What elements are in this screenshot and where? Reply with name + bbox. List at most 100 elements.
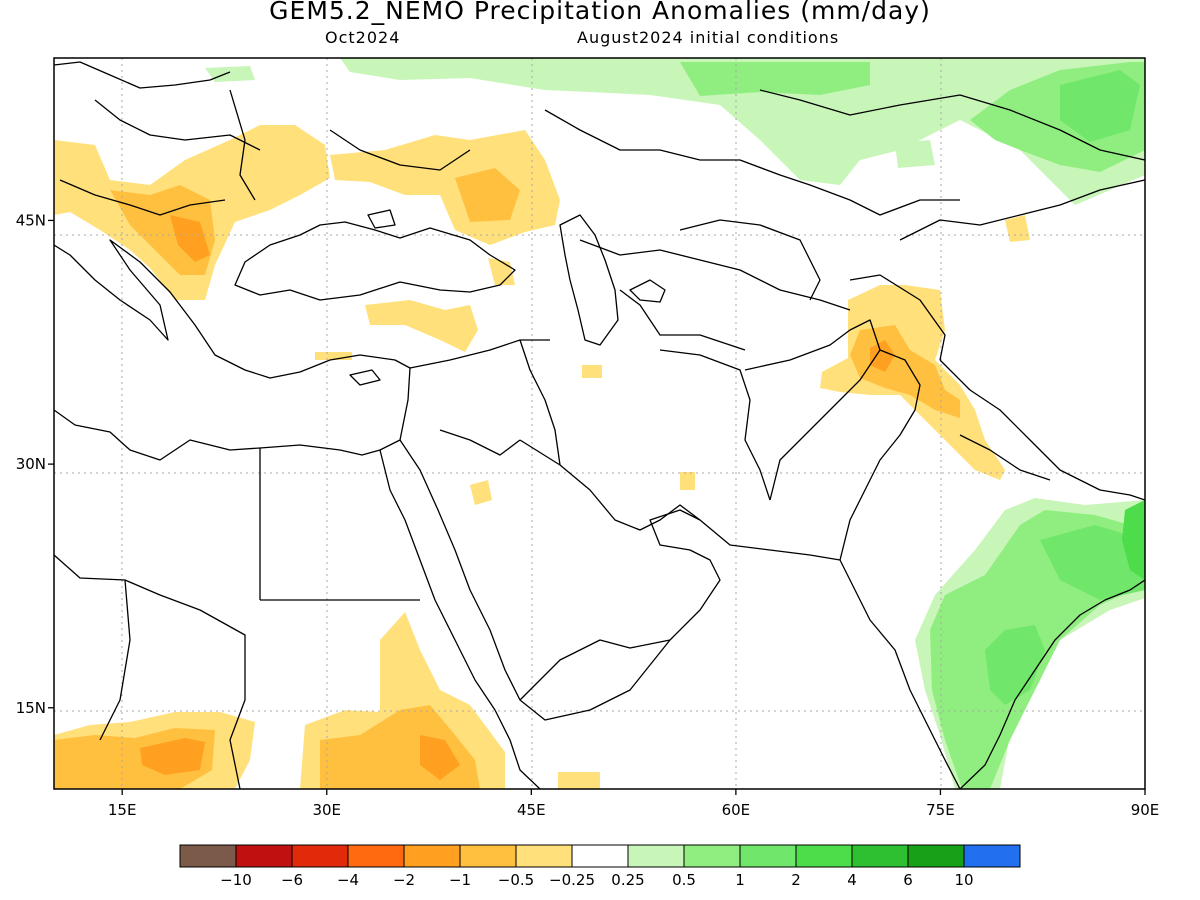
colorbar-label: 1 <box>735 871 745 889</box>
color-legend: −10 −6 −4 −2 −1 −0.5 −0.25 0.25 0.5 1 2 4 6 10 <box>179 844 1021 889</box>
colorbar-label: −4 <box>337 871 359 889</box>
colorbar-swatch <box>347 844 405 868</box>
border-mongolia-russia <box>759 89 1145 161</box>
border-iraq-iran <box>519 339 561 466</box>
border-kazakhstan-south <box>579 239 851 311</box>
border-saudi-north <box>439 429 521 456</box>
colorbar-label: 6 <box>903 871 913 889</box>
colorbar-swatch <box>907 844 965 868</box>
lon-tick-label: 30E <box>312 801 341 819</box>
map-gridlines <box>54 58 1145 789</box>
colorbar-label: 0.25 <box>611 871 644 889</box>
dry-anomaly-balkans-core <box>170 215 210 262</box>
colorbar-swatch <box>515 844 573 868</box>
colorbar-swatch <box>235 844 293 868</box>
lon-tick-label: 75E <box>926 801 955 819</box>
colorbar-label: −0.5 <box>498 871 534 889</box>
coastline-persian-gulf <box>519 439 961 789</box>
border-central-asia-1 <box>679 219 821 301</box>
wet-anomaly-mongolia-core <box>1060 70 1140 142</box>
wet-anomaly-west <box>205 66 255 82</box>
colorbar-swatch <box>795 844 853 868</box>
coastline-red-sea-east <box>399 439 721 721</box>
colorbar-label: 0.5 <box>672 871 696 889</box>
border-afghanistan-pakistan <box>744 319 881 501</box>
border-xinjiang <box>849 274 946 361</box>
colorbar-label: −10 <box>220 871 252 889</box>
border-russia-ukraine <box>329 129 471 171</box>
wet-anomaly-bay-of-bengal <box>1040 525 1145 600</box>
border-pakistan-india <box>839 349 921 561</box>
lon-tick-label: 15E <box>108 801 137 819</box>
border-china-mongolia <box>899 179 1145 241</box>
initial-conditions-label: August2024 initial conditions <box>577 28 840 47</box>
border-iran-afghanistan <box>659 349 771 501</box>
longitude-axis: 15E 30E 45E 60E 75E 90E <box>108 789 1159 819</box>
map-frame <box>53 57 1146 790</box>
border-chad <box>124 579 246 789</box>
anomaly-shading <box>54 58 1145 789</box>
colorbar-label: −6 <box>281 871 303 889</box>
coastline-caspian <box>559 214 619 346</box>
coastline-black-sea <box>234 221 516 301</box>
coastline-india-east <box>959 579 1145 789</box>
colorbar-label: −2 <box>393 871 415 889</box>
lat-tick-label: 15N <box>16 699 46 717</box>
wet-anomaly-myanmar <box>1122 500 1145 580</box>
lon-tick-label: 60E <box>722 801 751 819</box>
border-algeria-niger <box>54 554 131 741</box>
lon-tick-label: 90E <box>1131 801 1160 819</box>
dry-anomaly-yemen <box>558 772 600 789</box>
coastline-baltic <box>54 61 231 89</box>
lon-tick-label: 45E <box>517 801 546 819</box>
border-india-china <box>939 359 1145 501</box>
coastline-crimea <box>367 209 396 229</box>
border-turkey-syria <box>409 339 550 369</box>
latitude-axis: 15N 30N 45N <box>16 211 54 717</box>
coastline-cyprus <box>349 369 381 386</box>
border-kazakhstan-russia <box>544 109 960 216</box>
colorbar-swatch <box>571 844 629 868</box>
colorbar-swatch <box>683 844 741 868</box>
colorbar-swatch <box>739 844 797 868</box>
colorbar-swatch <box>963 844 1021 868</box>
border-europe-2 <box>59 179 226 216</box>
dry-anomaly-china-west <box>1005 215 1030 242</box>
coastline-aral <box>629 279 666 303</box>
forecast-month: Oct2024 <box>325 28 401 47</box>
dry-anomaly-anatolia <box>365 300 478 352</box>
colorbar-label: −1 <box>449 871 471 889</box>
colorbar-label: 4 <box>847 871 857 889</box>
coastline-north-africa <box>54 409 381 461</box>
coastline-red-sea <box>379 449 541 789</box>
border-central-asia-2 <box>619 289 746 351</box>
wet-anomaly-india-heavy <box>985 625 1045 705</box>
lat-tick-label: 30N <box>16 455 46 473</box>
wet-anomaly-west-b <box>895 140 935 168</box>
coastline-mediterranean-north <box>54 239 411 451</box>
border-europe-3 <box>229 89 256 201</box>
colorbar-swatch <box>179 844 237 868</box>
colorbar-swatch <box>627 844 685 868</box>
dry-anomaly-sahel-heavy <box>140 738 205 775</box>
wet-anomaly-central-asia-core <box>680 62 870 96</box>
dry-anomaly-saudi-spot <box>470 480 492 505</box>
dry-anomaly-caucasus <box>488 258 515 285</box>
lat-tick-label: 45N <box>16 211 46 229</box>
border-saudi-yemen <box>519 639 671 701</box>
dry-anomaly-russia-south <box>455 168 520 222</box>
colorbar-swatch <box>291 844 349 868</box>
colorbar-swatch <box>851 844 909 868</box>
colorbar-label: 10 <box>954 871 973 889</box>
colorbar-label: −0.25 <box>549 871 595 889</box>
border-europe-1 <box>94 99 261 151</box>
dry-anomaly-pakistan-heavy <box>870 340 895 372</box>
wet-anomaly-central-asia <box>340 58 1145 205</box>
colorbar-label: 2 <box>791 871 801 889</box>
colorbar-swatch <box>403 844 461 868</box>
dry-anomaly-ethiopia <box>420 735 460 780</box>
border-nepal <box>959 434 1051 481</box>
dry-anomaly-iran-spot-b <box>680 472 695 490</box>
colorbar-swatch <box>459 844 517 868</box>
